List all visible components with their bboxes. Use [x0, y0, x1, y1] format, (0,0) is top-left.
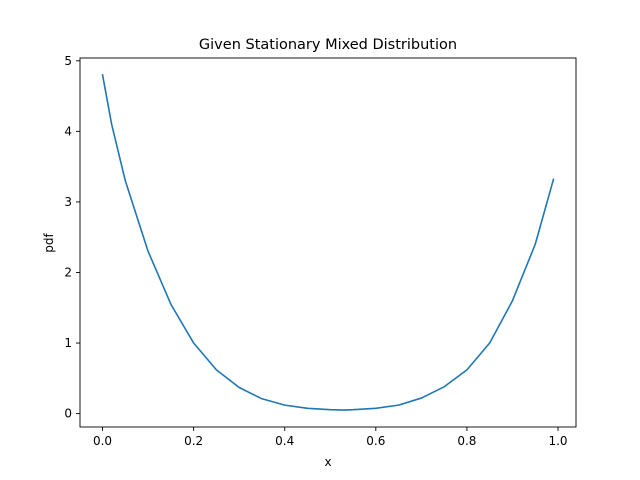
plot-frame: [79, 57, 577, 428]
plot-area: [79, 57, 577, 428]
chart-title: Given Stationary Mixed Distribution: [199, 37, 457, 53]
y-tick-label: 3: [64, 195, 72, 209]
y-tick-label: 0: [64, 407, 72, 421]
x-tick-label: 1.0: [548, 434, 567, 448]
y-tick-label: 4: [64, 124, 72, 138]
y-tick-label: 2: [64, 265, 72, 279]
y-axis: 0 1 2 3 4 5: [64, 54, 80, 421]
y-tick-label: 5: [64, 54, 72, 68]
series-line-0: [101, 73, 555, 411]
y-tick-label: 1: [64, 336, 72, 350]
y-axis-label: pdf: [42, 233, 56, 253]
x-tick-label: 0.2: [184, 434, 203, 448]
x-axis-label: x: [324, 455, 331, 469]
x-tick-label: 0.4: [275, 434, 294, 448]
x-tick-label: 0.6: [366, 434, 385, 448]
x-tick-label: 0.0: [93, 434, 112, 448]
x-tick-label: 0.8: [457, 434, 476, 448]
x-axis: 0.0 0.2 0.4 0.6 0.8 1.0: [93, 427, 568, 448]
